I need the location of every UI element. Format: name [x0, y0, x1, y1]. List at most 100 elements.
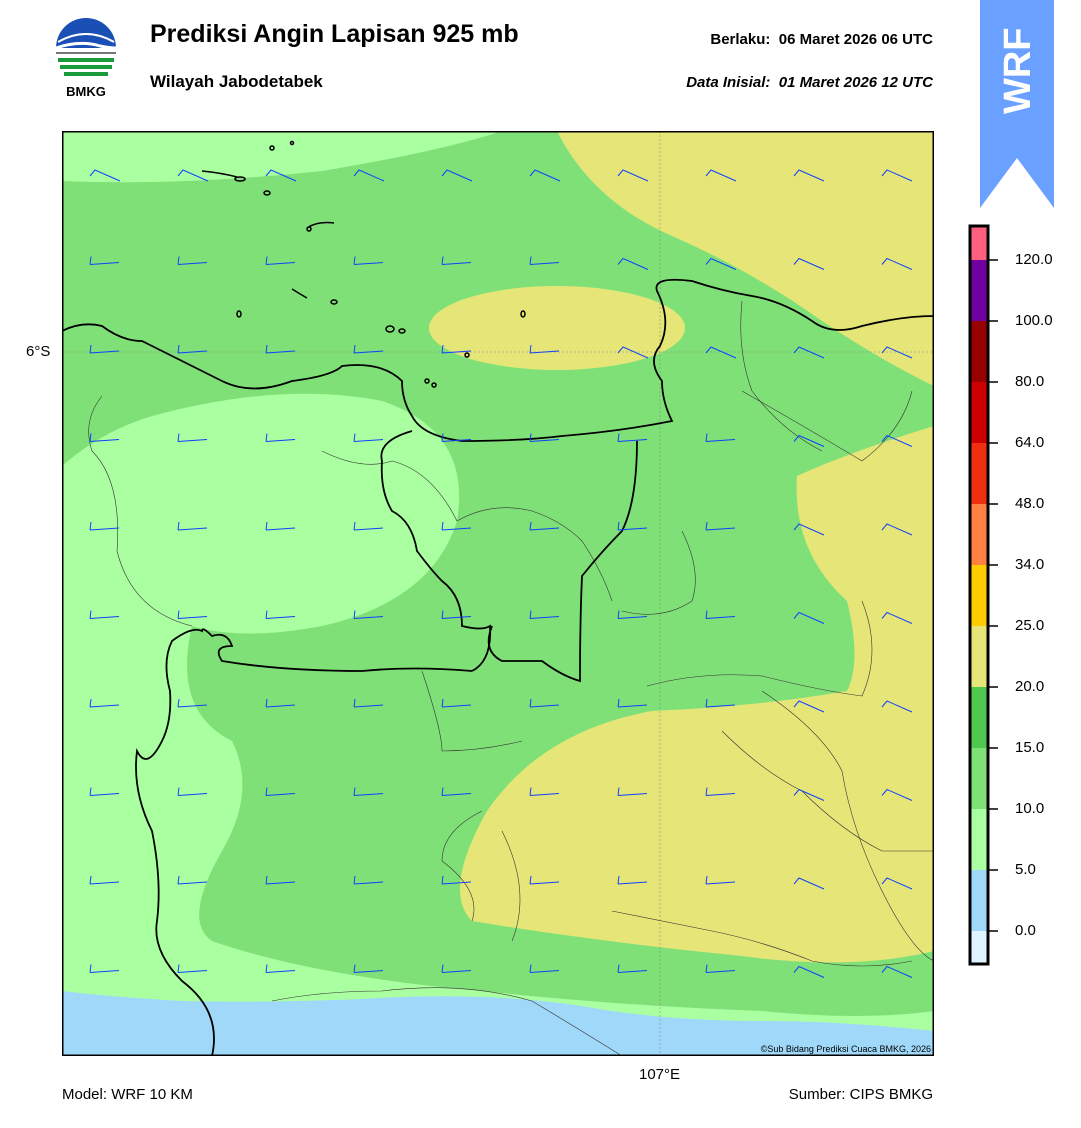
wind-barb-icon [617, 787, 648, 796]
wind-barb-icon [793, 788, 825, 801]
wind-barb-icon [265, 787, 296, 796]
wind-barb-icon [89, 169, 121, 182]
wind-barb-icon [265, 610, 296, 619]
wind-barb-icon [529, 964, 560, 973]
wind-barb-icon [265, 875, 296, 885]
map-credit: ©Sub Bidang Prediksi Cuaca BMKG, 2026 [760, 1044, 931, 1054]
colorbar-label: 120.0 [1015, 251, 1053, 268]
wind-barb-icon [441, 610, 472, 619]
wind-barb-icon [617, 698, 648, 708]
wind-barb-icon [177, 698, 208, 708]
wind-barb-icon [793, 965, 825, 978]
wrf-badge-text: WRF [997, 27, 1039, 114]
wind-barb-icon [177, 344, 208, 354]
wind-barb-icon [353, 433, 384, 442]
valid-value: 06 Maret 2026 06 UTC [778, 31, 933, 48]
wind-barb-icon [705, 433, 736, 442]
wind-barb-icon [353, 875, 384, 885]
wind-barb-icon [881, 434, 913, 447]
colorbar-label: 10.0 [1015, 800, 1045, 817]
wind-barb-icon [793, 346, 825, 359]
wind-barb-icon [441, 875, 472, 885]
wind-barb-icon [793, 877, 825, 890]
colorbar-label: 48.0 [1015, 495, 1045, 512]
wind-barb-icon [441, 344, 472, 354]
wind-barb-icon [793, 169, 825, 182]
wind-barb-icon [881, 965, 913, 978]
wind-barb-icon [793, 257, 825, 270]
colorbar-label: 5.0 [1015, 861, 1036, 878]
wind-barb-icon [441, 698, 472, 708]
wind-barb-icon [529, 875, 560, 885]
wind-barb-icon [353, 610, 384, 619]
wind-barb-icon [617, 875, 648, 885]
colorbar-block [970, 226, 988, 260]
colorbar-block [970, 931, 988, 964]
wind-barb-icon [529, 344, 560, 354]
wind-barb-icon [881, 877, 913, 890]
bmkg-logo-icon [50, 18, 122, 104]
wind-barb-icon [265, 521, 296, 531]
valid-label: Berlaku: [710, 31, 771, 48]
wind-barb-icon [793, 611, 825, 624]
wind-barb-icon [353, 169, 385, 182]
valid-time: Berlaku: 06 Maret 2026 06 UTC [710, 31, 933, 48]
colorbar-block [970, 321, 988, 382]
wind-barb-icon [265, 964, 296, 973]
wind-barb-icon [353, 256, 384, 265]
colorbar-block [970, 626, 988, 687]
colorbar [968, 224, 1048, 968]
wind-barb-icon [529, 787, 560, 796]
wind-barb-icon [705, 875, 736, 885]
wind-barb-icon [353, 964, 384, 973]
wind-barb-icon [265, 344, 296, 354]
logo-text: BMKG [66, 84, 106, 99]
wind-barb-icon [177, 433, 208, 442]
colorbar-block [970, 809, 988, 870]
wind-barb-icon [705, 346, 737, 359]
wind-barb-icon [617, 346, 649, 359]
wind-barb-icon [881, 257, 913, 270]
wind-barb-icon [617, 257, 649, 270]
wind-barb-icon [177, 521, 208, 531]
colorbar-label: 20.0 [1015, 678, 1045, 695]
wind-barb-icon [529, 610, 560, 619]
wind-barb-icon [793, 700, 825, 713]
wind-barb-icon [793, 523, 825, 536]
wind-barb-icon [177, 787, 208, 796]
colorbar-label: 15.0 [1015, 739, 1045, 756]
wind-barb-icon [529, 256, 560, 265]
colorbar-block [970, 443, 988, 504]
wind-barb-icon [881, 169, 913, 182]
init-label: Data Inisial: [686, 74, 771, 91]
wrf-badge: WRF [980, 0, 1054, 208]
longitude-label: 107°E [639, 1066, 681, 1083]
wind-barb-icon [89, 521, 120, 531]
wind-barb-icon [441, 433, 472, 442]
wind-barb-icon [529, 433, 560, 442]
wind-barb-icon [705, 169, 737, 182]
page-title: Prediksi Angin Lapisan 925 mb [150, 20, 519, 48]
wind-barb-icon [705, 257, 737, 270]
wind-barb-icon [881, 523, 913, 536]
wind-barb-icon [617, 521, 648, 531]
wind-barb-icon [177, 169, 209, 182]
wind-barb-icon [529, 169, 561, 182]
colorbar-block [970, 504, 988, 565]
wind-barb-icon [89, 610, 120, 619]
wind-barb-icon [793, 434, 825, 447]
wind-barb-icon [881, 788, 913, 801]
wind-barb-icon [617, 964, 648, 973]
wind-barb-icon [265, 256, 296, 265]
wind-barb-icon [177, 964, 208, 973]
wind-barb-icon [265, 169, 297, 182]
wind-barb-icon [89, 433, 120, 442]
wind-barb-icon [89, 787, 120, 796]
wind-barb-icon [441, 169, 473, 182]
wind-barb-icon [89, 964, 120, 973]
wind-barb-icon [881, 700, 913, 713]
wind-barb-icon [705, 610, 736, 619]
wind-barb-icon [881, 611, 913, 624]
wind-barbs [89, 169, 913, 978]
wind-barb-icon [89, 344, 120, 354]
